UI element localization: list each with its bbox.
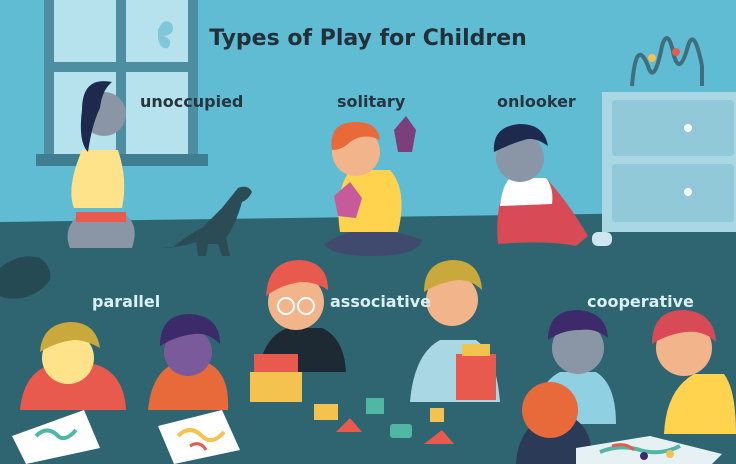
label-unoccupied: unoccupied (140, 92, 244, 111)
dinosaur-toy (162, 186, 252, 256)
building-blocks (250, 354, 454, 444)
child-parallel-purple (148, 314, 229, 410)
bead-maze-toy (630, 36, 704, 87)
child-cooperative-back (516, 382, 593, 464)
child-associative-glasses (258, 260, 346, 372)
butterfly-icon (158, 21, 173, 49)
label-solitary: solitary (337, 92, 406, 111)
child-cooperative-girl (652, 310, 736, 434)
cabinet (602, 36, 736, 232)
board-game (576, 436, 722, 464)
drawing-paper-right (158, 410, 240, 464)
child-onlooker (493, 124, 612, 246)
drawing-paper-left (12, 410, 100, 464)
dragon-puppet-icon (394, 116, 416, 152)
label-associative: associative (330, 292, 432, 311)
child-parallel-blond (20, 322, 126, 410)
toy-figure-icon (334, 182, 362, 218)
label-parallel: parallel (92, 292, 161, 311)
child-unoccupied (67, 81, 135, 248)
label-cooperative: cooperative (587, 292, 694, 311)
page-title: Types of Play for Children (209, 26, 527, 51)
window (36, 0, 208, 166)
teddy-toy (0, 256, 51, 299)
child-associative-braids (410, 260, 500, 402)
child-solitary (324, 116, 422, 256)
label-onlooker: onlooker (497, 92, 576, 111)
